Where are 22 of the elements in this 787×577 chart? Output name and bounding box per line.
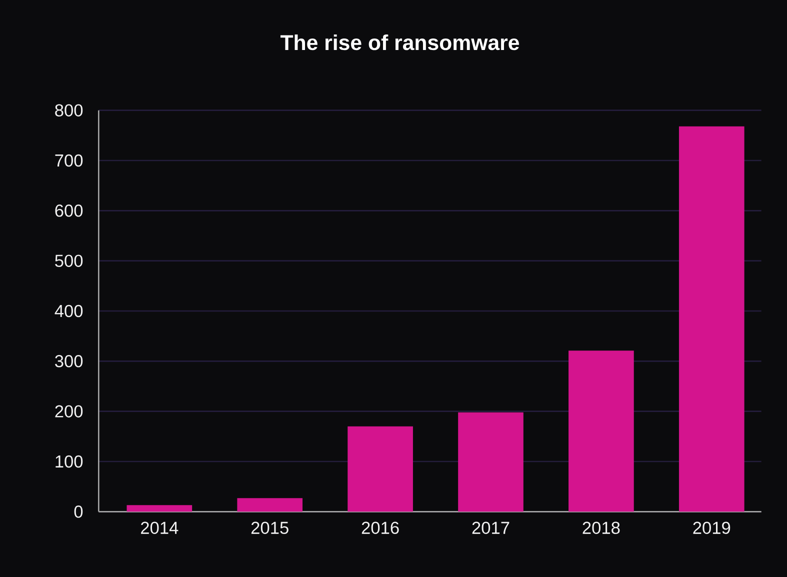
- x-tick-label: 2015: [251, 522, 288, 534]
- bar: [237, 498, 303, 512]
- y-tick-label: 500: [55, 254, 83, 267]
- y-tick-label: 600: [55, 204, 83, 217]
- x-tick-label: 2014: [141, 522, 178, 534]
- y-tick-label: 300: [55, 355, 83, 368]
- x-tick-label: 2018: [582, 522, 620, 534]
- chart-title: The rise of ransomware: [280, 34, 519, 50]
- y-tick-label: 100: [56, 455, 83, 468]
- y-tick-label: 0: [74, 506, 83, 518]
- bar: [126, 505, 192, 512]
- bar: [348, 426, 413, 512]
- bar: [568, 350, 634, 512]
- y-tick-label: 400: [54, 304, 83, 318]
- bar: [678, 126, 744, 512]
- y-tick-label: 700: [55, 154, 83, 167]
- x-tick-label: 2016: [362, 522, 399, 534]
- y-tick-label: 800: [55, 104, 83, 116]
- bar: [458, 412, 524, 512]
- x-tick-label: 2019: [693, 522, 730, 534]
- x-tick-label: 2017: [472, 522, 510, 534]
- y-tick-label: 200: [55, 405, 83, 418]
